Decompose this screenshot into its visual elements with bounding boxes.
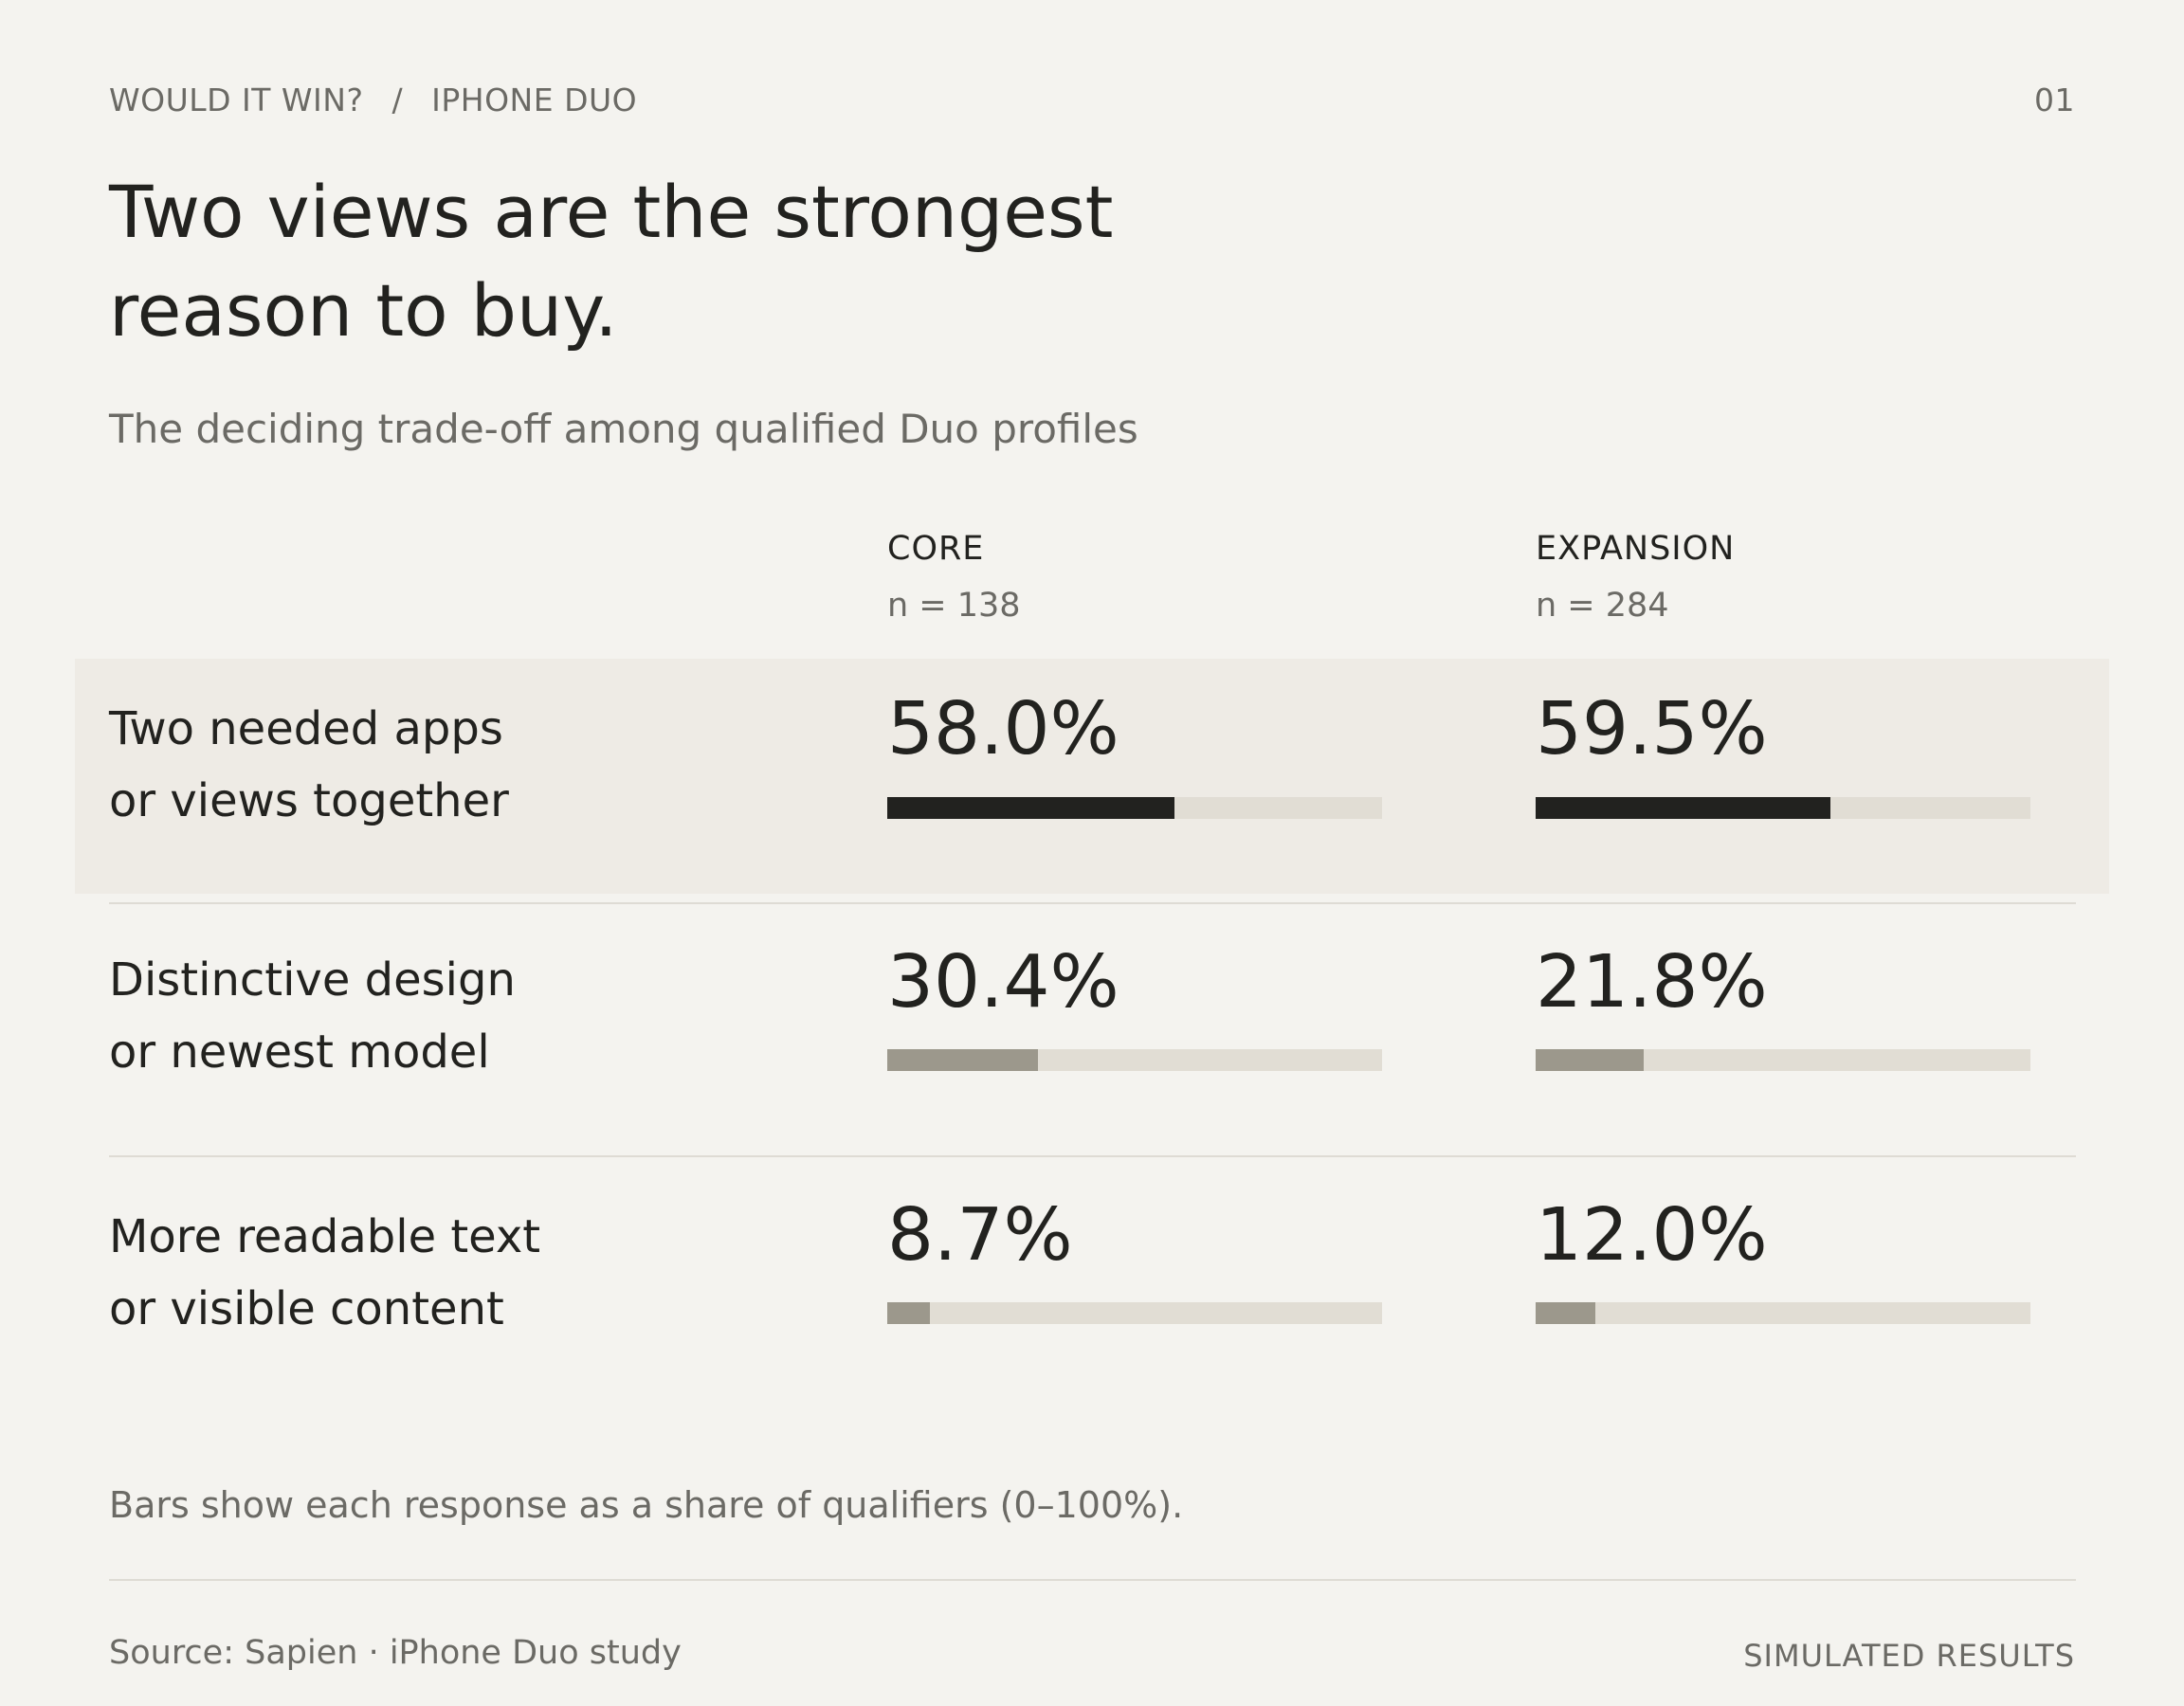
sample-size: n = 138: [887, 587, 1021, 625]
row-label: More readable text or visible content: [109, 1201, 829, 1345]
row-label-line: Two needed apps: [109, 702, 503, 755]
page-title: Two views are the strongest reason to bu…: [109, 163, 1341, 360]
chart-row: More readable text or visible content 8.…: [75, 1165, 2109, 1407]
subtitle: The deciding trade-off among qualified D…: [109, 406, 1138, 452]
series-name: CORE: [887, 530, 985, 568]
bar: [887, 1049, 1038, 1071]
chart-note: Bars show each response as a share of qu…: [109, 1484, 1184, 1526]
data-label: 59.5%: [1536, 687, 1768, 771]
column-header-core: CORE n = 138: [887, 527, 1418, 627]
bar-track: [887, 797, 1382, 819]
page-number: 01: [2034, 82, 2075, 118]
chart-row: Two needed apps or views together 58.0% …: [75, 659, 2109, 894]
breadcrumb-separator: /: [391, 82, 404, 118]
bar-track: [1536, 797, 2030, 819]
sample-size: n = 284: [1536, 587, 1669, 625]
row-label: Two needed apps or views together: [109, 693, 829, 837]
footer-divider: [109, 1579, 2076, 1581]
bar-track: [1536, 1302, 2030, 1324]
bar: [887, 797, 1174, 819]
bar-track: [1536, 1049, 2030, 1071]
row-label-line: or views together: [109, 774, 509, 827]
data-label: 30.4%: [887, 940, 1119, 1025]
bar: [887, 1302, 931, 1324]
title-line-2: reason to buy.: [109, 268, 618, 353]
bar: [1536, 1302, 1595, 1324]
title-line-1: Two views are the strongest: [109, 170, 1114, 254]
series-name: EXPANSION: [1536, 530, 1736, 568]
bar-track: [887, 1049, 1382, 1071]
breadcrumb: WOULD IT WIN? / IPHONE DUO: [109, 82, 637, 118]
data-label: 8.7%: [887, 1193, 1073, 1278]
data-label: 21.8%: [1536, 940, 1768, 1025]
top-bar: WOULD IT WIN? / IPHONE DUO 01: [109, 82, 2075, 119]
chart-row: Distinctive design or newest model 30.4%…: [75, 912, 2109, 1154]
row-label-line: More readable text: [109, 1210, 541, 1263]
row-divider: [109, 1155, 2076, 1157]
row-label-line: Distinctive design: [109, 953, 516, 1007]
data-label: 12.0%: [1536, 1193, 1768, 1278]
bar: [1536, 1049, 1644, 1071]
data-label: 58.0%: [887, 687, 1119, 771]
row-label-line: or newest model: [109, 1025, 490, 1079]
column-header-expansion: EXPANSION n = 284: [1536, 527, 2066, 627]
bar-track: [887, 1302, 1382, 1324]
breadcrumb-current: IPHONE DUO: [431, 82, 638, 118]
source-credit: Source: Sapien · iPhone Duo study: [109, 1634, 682, 1672]
row-divider: [109, 902, 2076, 904]
row-label-line: or visible content: [109, 1282, 504, 1335]
bar: [1536, 797, 1830, 819]
row-label: Distinctive design or newest model: [109, 944, 829, 1088]
simulated-results-tag: SIMULATED RESULTS: [1743, 1638, 2075, 1674]
breadcrumb-section[interactable]: WOULD IT WIN?: [109, 82, 364, 118]
